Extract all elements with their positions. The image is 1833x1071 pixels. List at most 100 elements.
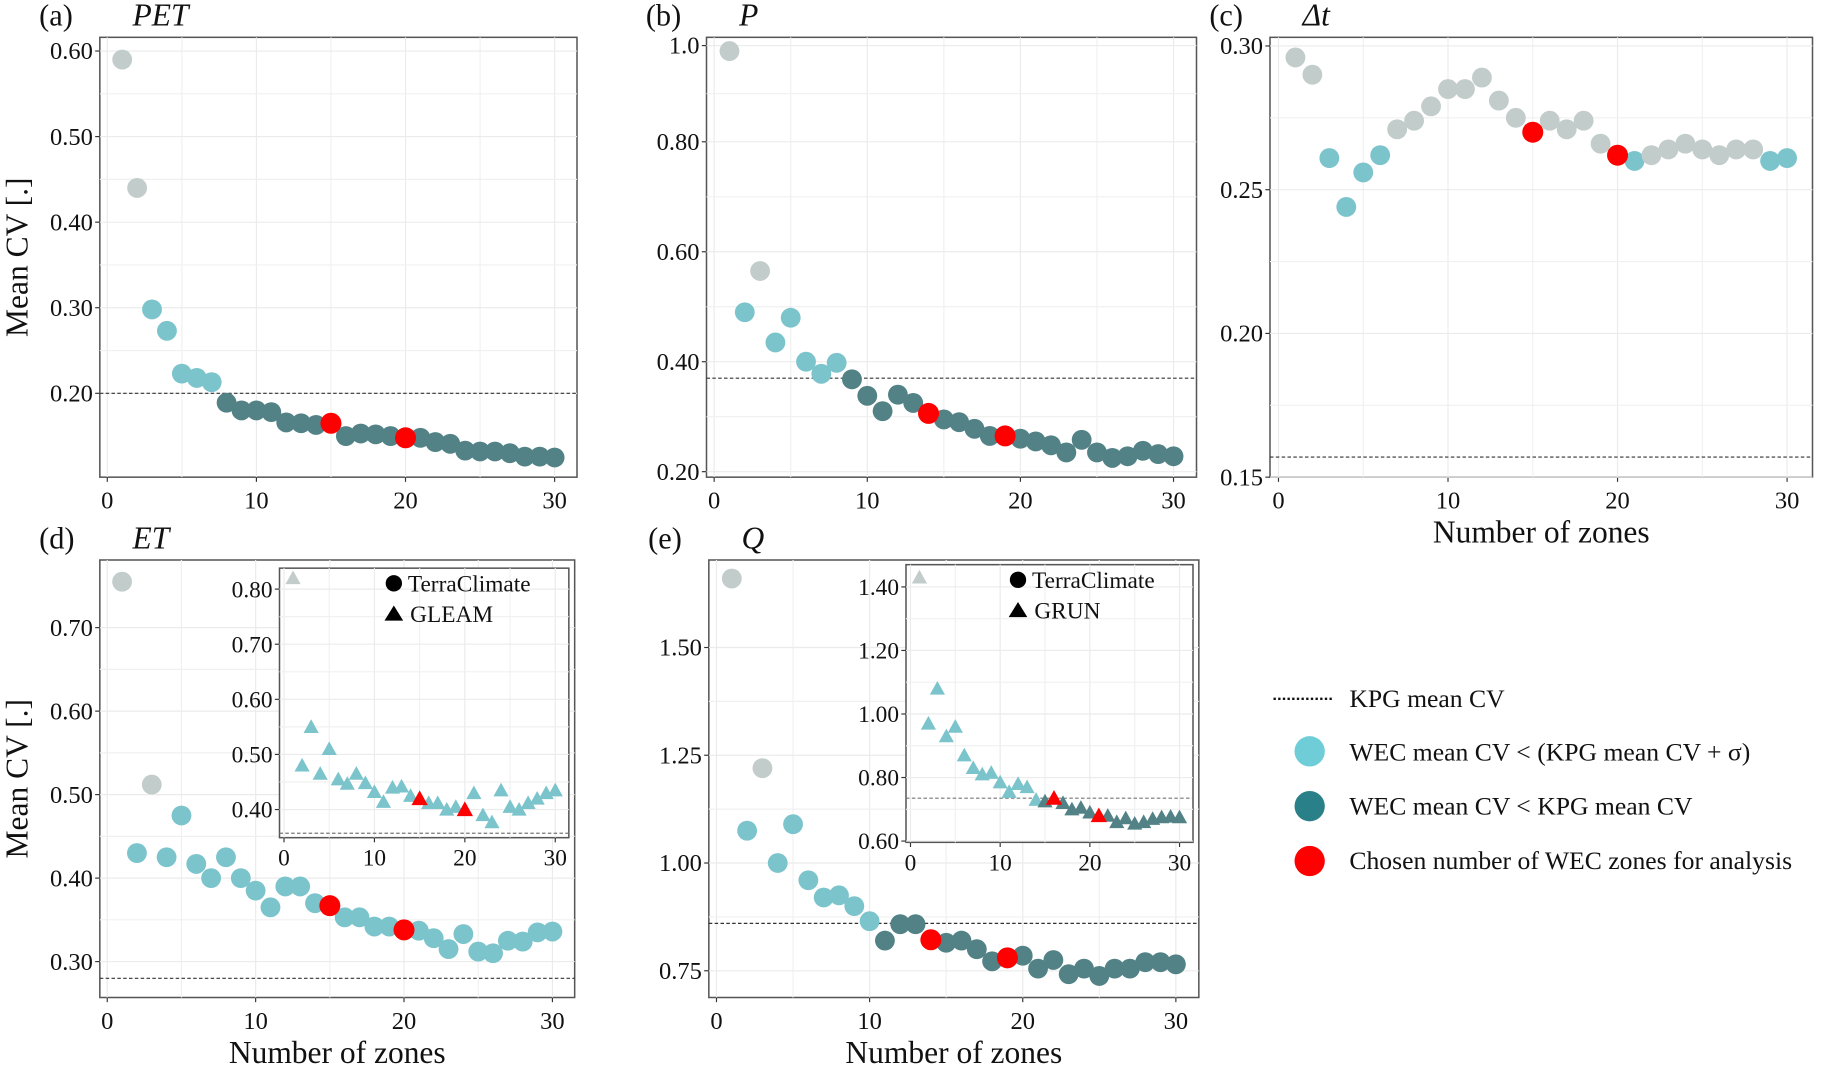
data-point <box>527 922 548 943</box>
triangle-point <box>348 766 364 780</box>
x-tick-label: 10 <box>989 850 1012 876</box>
triangle-point <box>357 775 373 790</box>
inset-panel-e: 0 10 20 30 0.60 0.80 1.00 1.20 1.40 TerraClimate G… <box>858 563 1194 876</box>
data-point <box>350 423 371 444</box>
inset-panel-d: 0 10 20 30 0.40 0.50 0.60 0.70 0.80 TerraClimate G… <box>232 567 570 872</box>
data-point <box>1148 444 1169 464</box>
chosen-triangle-point <box>1045 790 1063 805</box>
plot-frame <box>278 567 570 839</box>
triangle-point <box>1109 814 1125 829</box>
data-point <box>719 41 740 61</box>
data-point <box>483 943 503 964</box>
x-tick-label: 20 <box>392 1008 417 1035</box>
data-point <box>201 372 222 393</box>
y-tick-label: 1.0 <box>669 33 700 60</box>
panel-e: (e) Q 0 10 20 30 0.75 1.00 1.25 1.50 Number of zon… <box>648 520 1200 1070</box>
chosen-point <box>996 947 1018 969</box>
y-tick-label: 0.30 <box>50 295 93 322</box>
x-axis-title: Number of zones <box>229 1035 446 1070</box>
data-point <box>410 427 431 448</box>
data-point <box>887 384 908 405</box>
data-point <box>780 307 801 328</box>
triangle-point <box>965 760 981 775</box>
data-point <box>734 302 755 323</box>
panel-label: (a) <box>39 0 73 33</box>
plot-frame <box>705 36 1198 478</box>
x-tick-label: 10 <box>243 1008 268 1035</box>
y-tick-label: 0.70 <box>232 632 273 658</box>
x-tick-label: 10 <box>855 488 880 515</box>
x-tick-label: 0 <box>710 1008 722 1035</box>
plot-frame <box>99 36 578 478</box>
data-point <box>1058 964 1079 985</box>
data-point <box>1089 966 1110 986</box>
data-point <box>1692 139 1713 160</box>
data-point <box>1043 950 1064 970</box>
data-point <box>1760 151 1781 171</box>
inset-legend-circle-icon <box>385 575 402 592</box>
chosen-point <box>319 895 341 917</box>
legend: KPG mean CV WEC mean CV < (KPG mean CV +… <box>1273 684 1792 877</box>
y-tick-label: 0.40 <box>657 349 700 376</box>
triangle-point <box>983 765 999 779</box>
data-point <box>1165 954 1186 975</box>
y-tick-label: 0.80 <box>657 129 700 156</box>
y-tick-label: 1.00 <box>858 702 899 728</box>
triangle-point <box>303 719 319 733</box>
triangle-point <box>947 719 963 733</box>
data-point <box>157 320 177 341</box>
panel-label: (b) <box>646 0 681 33</box>
data-point <box>290 876 311 897</box>
data-point <box>1777 148 1797 168</box>
data-point <box>1353 162 1374 183</box>
data-point <box>438 939 459 959</box>
x-tick-label: 20 <box>1605 488 1630 515</box>
triangle-point <box>393 778 410 793</box>
data-point <box>1471 67 1492 88</box>
triangle-point <box>366 784 383 798</box>
triangle-point <box>1082 804 1098 819</box>
triangle-point <box>920 715 937 730</box>
y-axis-title: Mean CV [.] <box>0 699 35 858</box>
x-tick-label: 20 <box>1008 488 1033 515</box>
plot-frame <box>905 563 1194 844</box>
panel-label: (d) <box>39 521 74 555</box>
triangle-point <box>1001 784 1017 798</box>
data-point <box>1104 958 1125 979</box>
triangle-point <box>520 795 536 810</box>
legend-chosen-marker <box>1294 845 1325 877</box>
y-tick-label: 1.00 <box>659 850 702 877</box>
triangle-point <box>1118 810 1134 825</box>
data-point <box>365 424 386 445</box>
data-point <box>903 393 924 413</box>
data-point <box>497 930 518 951</box>
triangle-point <box>484 814 500 829</box>
data-point <box>1675 133 1696 154</box>
data-point <box>485 441 505 462</box>
data-point <box>291 413 312 434</box>
data-point <box>334 907 355 928</box>
panel-title: P <box>738 0 758 33</box>
triangle-point <box>330 771 346 786</box>
data-point <box>844 896 865 917</box>
data-point <box>186 367 207 388</box>
y-tick-label: 1.20 <box>858 639 899 665</box>
data-point <box>544 447 565 468</box>
triangle-point <box>1019 779 1035 794</box>
x-tick-label: 0 <box>278 846 290 872</box>
data-point <box>1488 90 1509 111</box>
data-point <box>156 847 177 868</box>
data-point <box>826 352 847 373</box>
y-tick-label: 0.20 <box>50 380 93 407</box>
data-point <box>186 853 207 874</box>
y-tick-label: 0.80 <box>232 577 273 603</box>
panel-title: Δt <box>1301 0 1331 33</box>
panel-label: (c) <box>1209 0 1243 33</box>
data-point <box>737 820 758 841</box>
triangle-point <box>1010 776 1026 790</box>
x-axis-title: Number of zones <box>1433 515 1650 550</box>
chosen-point <box>1522 121 1544 143</box>
chosen-point <box>918 402 940 424</box>
data-point <box>1726 139 1747 160</box>
data-point <box>1336 197 1357 217</box>
